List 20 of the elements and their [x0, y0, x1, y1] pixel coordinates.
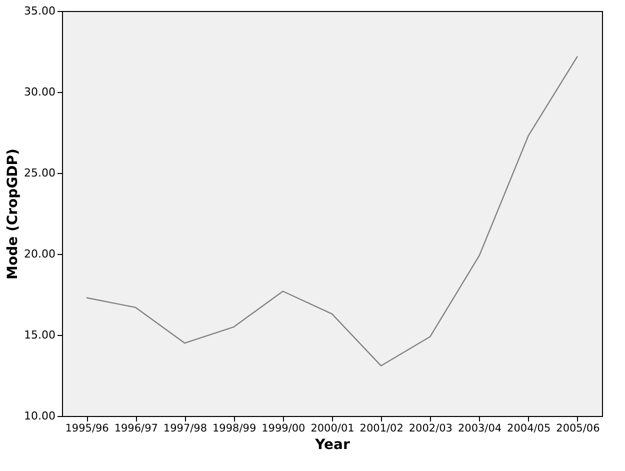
- x-axis-title: Year: [314, 437, 350, 453]
- x-tick-label: 1999/00: [262, 422, 306, 434]
- x-tick-label: 2001/02: [360, 422, 404, 434]
- x-tick-label: 2005/06: [556, 422, 600, 434]
- x-tick-label: 1995/96: [65, 422, 110, 434]
- line-series: [86, 56, 578, 366]
- x-tick-label: 2004/05: [507, 422, 551, 434]
- y-tick-label: 30.00: [24, 86, 56, 98]
- y-tick-label: 10.00: [24, 410, 56, 422]
- x-tick-label: 1998/99: [212, 422, 256, 434]
- x-tick-label: 2000/01: [310, 422, 354, 434]
- y-tick-label: 20.00: [24, 248, 56, 260]
- x-tick-label: 1997/98: [163, 422, 208, 434]
- x-tick-label: 2003/04: [458, 422, 502, 434]
- y-axis-title: Mode (CropGDP): [5, 148, 22, 280]
- x-tick-label: 1996/97: [114, 422, 158, 434]
- y-tick-label: 25.00: [24, 166, 56, 180]
- x-tick-label: 2002/03: [408, 422, 452, 434]
- y-tick-label: 15.00: [24, 328, 56, 342]
- y-tick-label: 35.00: [24, 4, 56, 18]
